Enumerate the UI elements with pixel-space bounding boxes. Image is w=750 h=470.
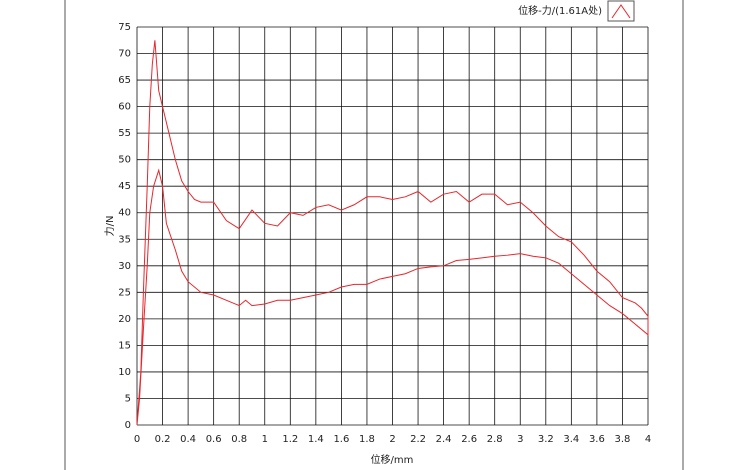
x-tick-label: 1.2 xyxy=(282,434,298,445)
y-tick-label: 35 xyxy=(118,234,131,245)
y-tick-label: 65 xyxy=(118,75,131,86)
legend-label: 位移-力/(1.61A处) xyxy=(518,4,602,17)
y-tick-label: 10 xyxy=(118,367,131,378)
x-tick-label: 2.6 xyxy=(461,434,477,445)
y-tick-label: 20 xyxy=(118,314,131,325)
x-tick-label: 2.4 xyxy=(436,434,452,445)
data-line xyxy=(136,40,649,426)
x-tick-label: 1 xyxy=(262,434,268,445)
x-tick-label: 0.2 xyxy=(155,434,171,445)
x-tick-label: 3 xyxy=(517,434,523,445)
legend-swatch xyxy=(611,4,631,19)
y-tick-label: 15 xyxy=(118,340,131,351)
x-tick-label: 3.2 xyxy=(538,434,554,445)
y-tick-label: 60 xyxy=(118,102,131,113)
x-tick-label: 0 xyxy=(134,434,140,445)
y-tick-label: 55 xyxy=(118,128,131,139)
legend-box xyxy=(607,0,635,22)
y-tick-label: 5 xyxy=(125,393,131,404)
x-tick-label: 3.6 xyxy=(589,434,605,445)
y-axis-label: 力/N xyxy=(103,216,116,237)
x-tick-label: 1.6 xyxy=(333,434,349,445)
x-tick-label: 2.8 xyxy=(487,434,503,445)
x-tick-label: 3.4 xyxy=(563,434,579,445)
x-tick-label: 2.2 xyxy=(410,434,426,445)
x-axis-label: 位移/mm xyxy=(371,453,414,466)
y-tick-label: 50 xyxy=(118,155,131,166)
x-tick-label: 1.8 xyxy=(359,434,375,445)
x-tick-label: 0.6 xyxy=(206,434,222,445)
x-tick-label: 0.4 xyxy=(180,434,196,445)
x-tick-label: 2 xyxy=(389,434,395,445)
x-tick-label: 1.4 xyxy=(308,434,324,445)
y-tick-label: 25 xyxy=(118,287,131,298)
y-tick-label: 70 xyxy=(118,49,131,60)
x-tick-label: 4 xyxy=(645,434,651,445)
y-tick-label: 30 xyxy=(118,261,131,272)
y-tick-label: 45 xyxy=(118,181,131,192)
y-tick-label: 40 xyxy=(118,208,131,219)
x-tick-label: 3.8 xyxy=(614,434,630,445)
y-tick-label: 75 xyxy=(118,22,131,33)
y-tick-label: 0 xyxy=(125,420,131,431)
x-tick-label: 0.8 xyxy=(231,434,247,445)
